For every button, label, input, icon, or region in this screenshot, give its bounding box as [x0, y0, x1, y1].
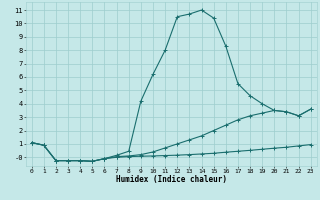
X-axis label: Humidex (Indice chaleur): Humidex (Indice chaleur) — [116, 175, 227, 184]
